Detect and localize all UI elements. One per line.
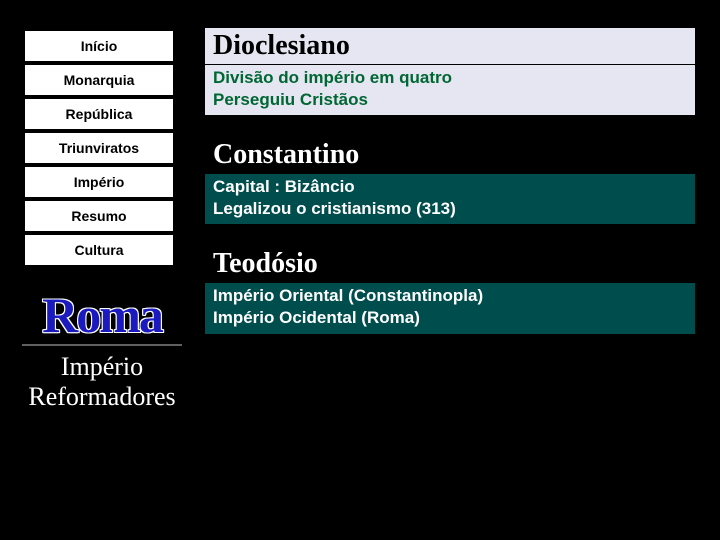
nav-item-resumo[interactable]: Resumo — [24, 200, 174, 232]
page-subtitle: Império Reformadores — [12, 352, 192, 412]
section-dioclesiano: Dioclesiano Divisão do império em quatro… — [205, 28, 695, 115]
slide-page: Início Monarquia República Triunviratos … — [0, 0, 720, 540]
nav-item-republica[interactable]: República — [24, 98, 174, 130]
subtitle-line1: Império — [61, 352, 143, 381]
section-title: Dioclesiano — [213, 30, 687, 62]
logo-block: Roma Império Reformadores — [12, 290, 192, 412]
section-title-wrap: Teodósio — [205, 246, 695, 282]
content-area: Dioclesiano Divisão do império em quatro… — [205, 28, 695, 356]
nav-item-triunviratos[interactable]: Triunviratos — [24, 132, 174, 164]
subtitle-line2: Reformadores — [28, 382, 175, 411]
nav-item-inicio[interactable]: Início — [24, 30, 174, 62]
section-constantino: Constantino Capital : Bizâncio Legalizou… — [205, 137, 695, 224]
section-title: Teodósio — [213, 248, 687, 280]
nav-item-cultura[interactable]: Cultura — [24, 234, 174, 266]
section-line: Império Ocidental (Roma) — [213, 307, 687, 329]
section-body: Império Oriental (Constantinopla) Impéri… — [205, 283, 695, 333]
section-line: Legalizou o cristianismo (313) — [213, 198, 687, 220]
section-body: Capital : Bizâncio Legalizou o cristiani… — [205, 174, 695, 224]
section-title-wrap: Dioclesiano — [205, 28, 695, 64]
section-line: Perseguiu Cristãos — [213, 89, 687, 111]
section-line: Império Oriental (Constantinopla) — [213, 285, 687, 307]
logo-text: Roma — [12, 290, 192, 340]
sidebar-nav: Início Monarquia República Triunviratos … — [24, 30, 174, 266]
section-teodosio: Teodósio Império Oriental (Constantinopl… — [205, 246, 695, 333]
section-line: Capital : Bizâncio — [213, 176, 687, 198]
section-title-wrap: Constantino — [205, 137, 695, 173]
nav-item-imperio[interactable]: Império — [24, 166, 174, 198]
section-title: Constantino — [213, 139, 687, 171]
nav-item-monarquia[interactable]: Monarquia — [24, 64, 174, 96]
logo-underline — [22, 344, 182, 346]
section-body: Divisão do império em quatro Perseguiu C… — [205, 65, 695, 115]
section-line: Divisão do império em quatro — [213, 67, 687, 89]
